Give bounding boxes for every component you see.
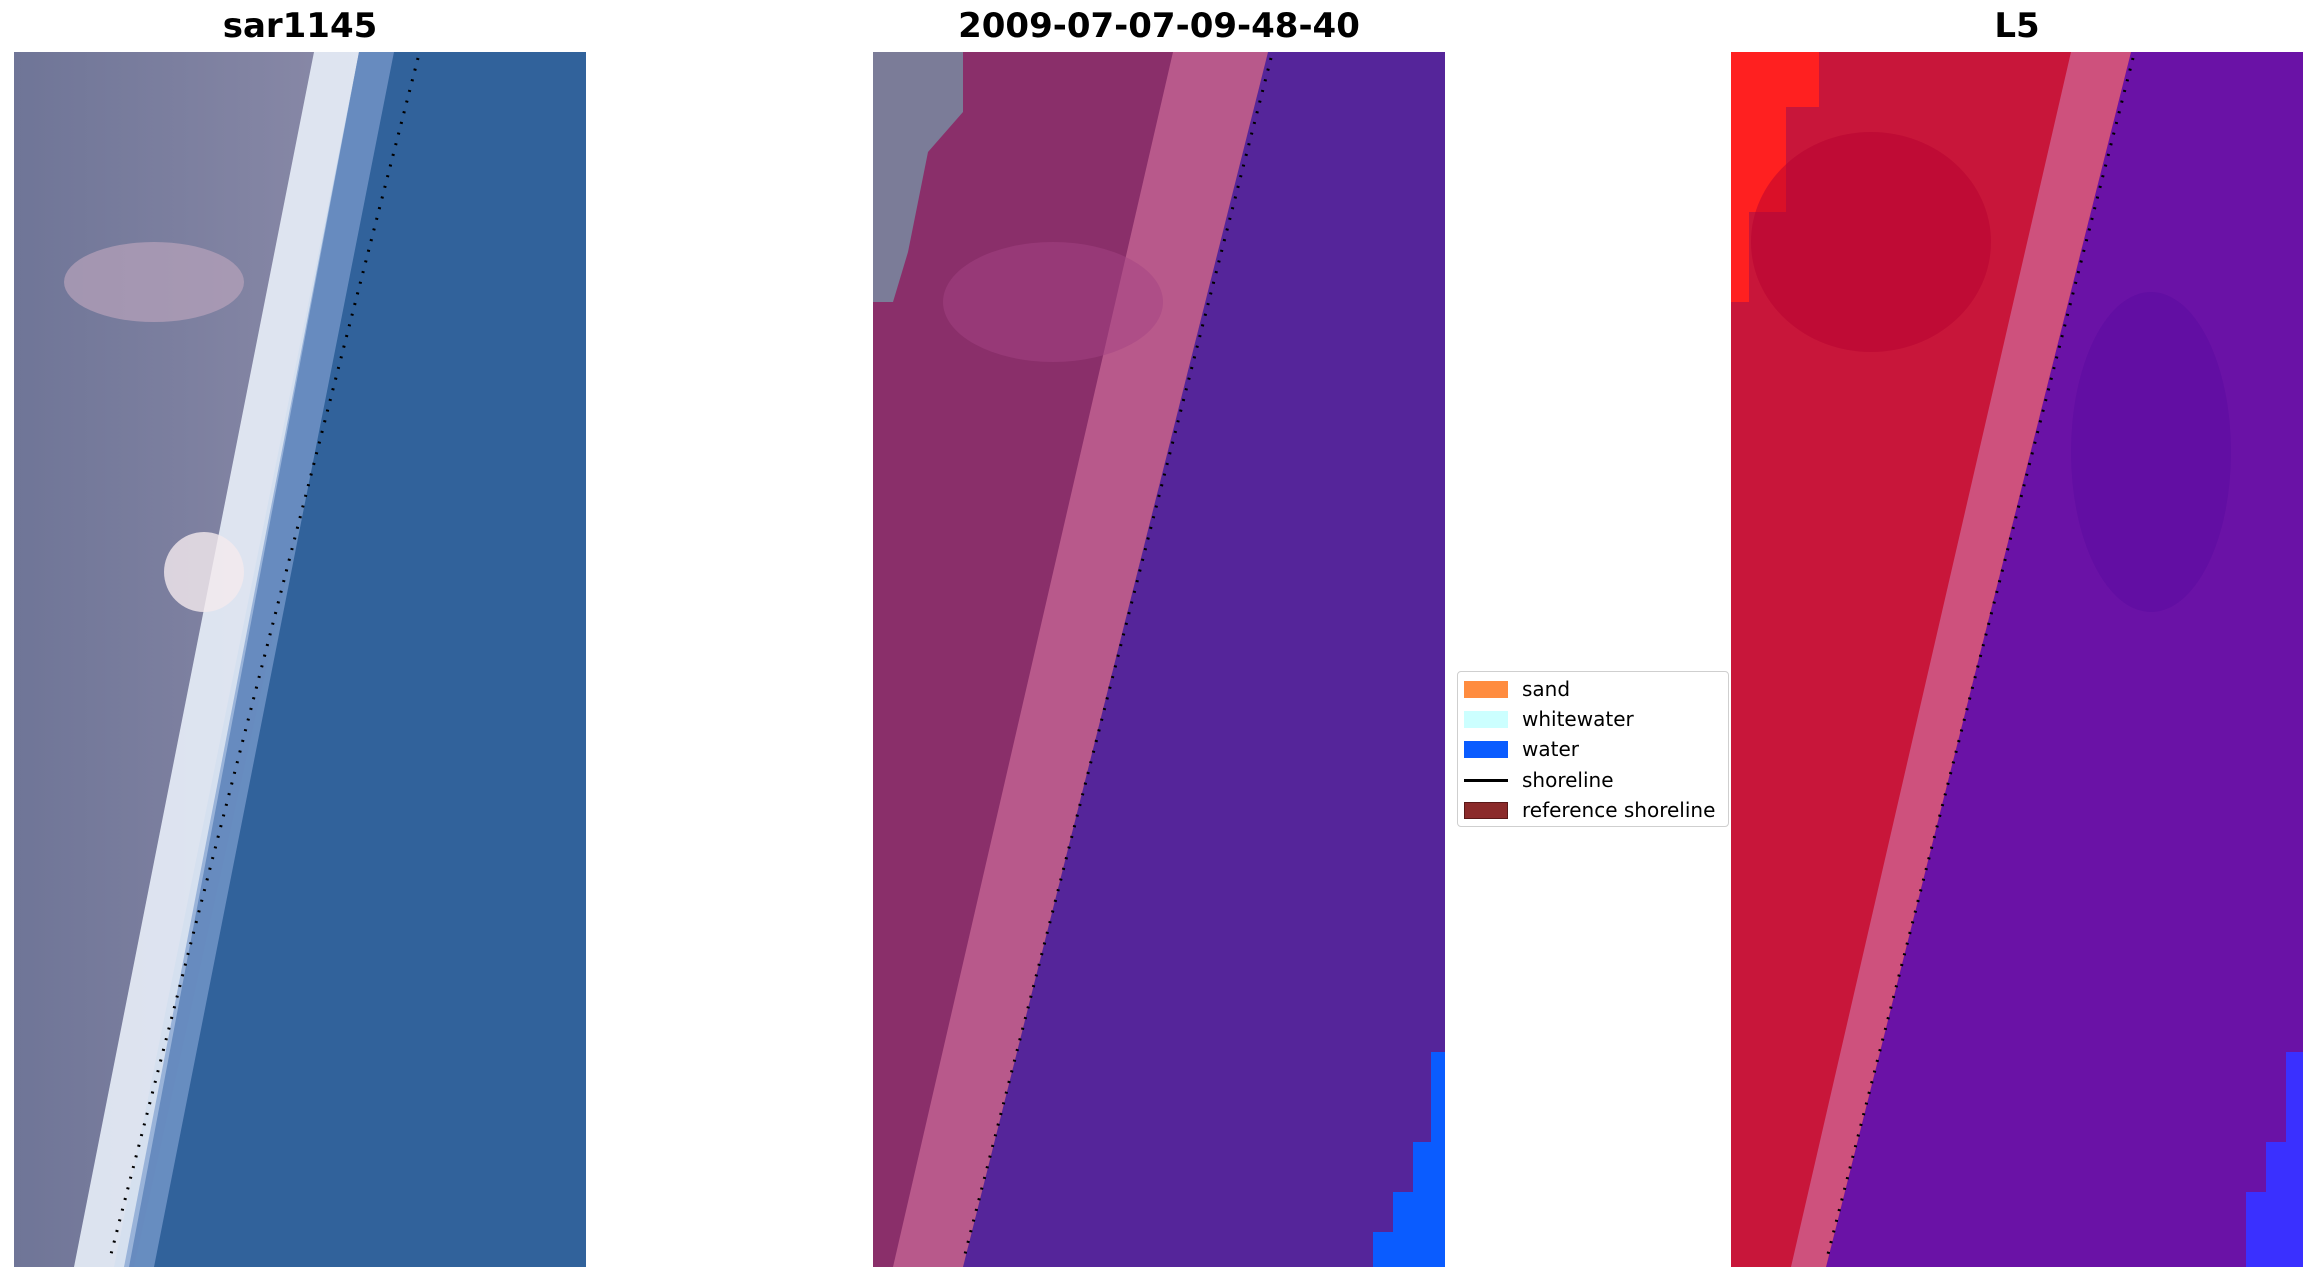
legend-item-shoreline: shoreline [1464,766,1614,794]
legend-label-shoreline: shoreline [1522,768,1614,792]
index-image-panel [1731,52,2303,1267]
class-beach [893,52,1268,1267]
shoreline-line-3 [1824,57,2135,1263]
legend-label-whitewater: whitewater [1522,707,1634,731]
shoreline-line-1 [107,57,420,1263]
legend-label-sand: sand [1522,677,1571,701]
shoreline-line-2 [961,57,1273,1263]
legend-swatch-reference-shoreline [1464,801,1508,819]
index-image [1731,52,2303,1267]
index-blue-corner [2246,1052,2303,1267]
rgb-image-panel [14,52,586,1267]
classified-image [873,52,1445,1267]
legend-item-water: water [1464,735,1579,763]
panel-title-2: 2009-07-07-09-48-40 [958,6,1360,46]
legend-swatch-sand [1464,680,1508,698]
legend-item-sand: sand [1464,675,1570,703]
panel-title-1: sar1145 [222,6,378,46]
legend-label-water: water [1522,737,1579,761]
legend-item-whitewater: whitewater [1464,705,1634,733]
legend-label-reference-shoreline: reference shoreline [1522,798,1716,822]
legend-item-reference-shoreline: reference shoreline [1464,796,1715,824]
legend: sand whitewater water shoreline referenc… [1457,671,1729,827]
index-transition [1791,52,2131,1267]
legend-swatch-shoreline [1464,778,1508,782]
legend-swatch-water [1464,740,1508,758]
class-water [1373,1052,1445,1267]
classified-image-panel [873,52,1445,1267]
class-topleft-gray [873,52,963,302]
rgb-image [14,52,586,1267]
panel-title-3: L5 [1994,6,2040,46]
rgb-surf [74,52,359,1267]
legend-swatch-whitewater [1464,710,1508,728]
